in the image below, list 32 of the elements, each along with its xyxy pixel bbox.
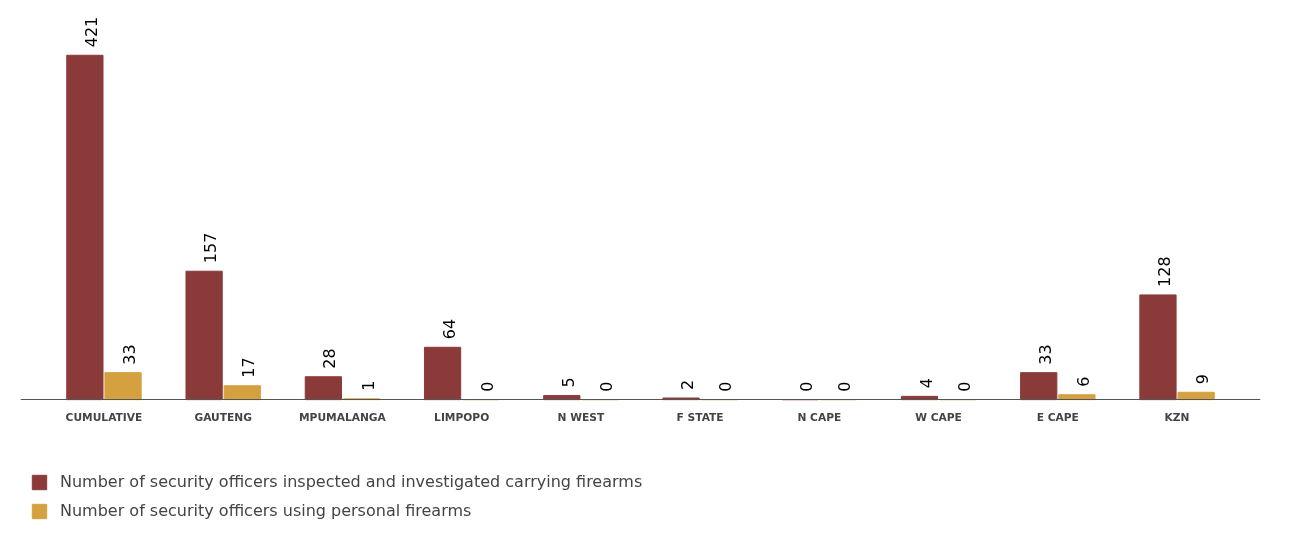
data-label: 0	[596, 381, 616, 392]
data-label: 4	[916, 378, 936, 389]
data-label: 33	[120, 344, 140, 365]
data-label: 17	[239, 357, 259, 378]
x-tick-label: CUMULATIVE	[65, 410, 143, 424]
data-label: 421	[81, 16, 101, 48]
data-label: 0	[954, 381, 974, 392]
x-tick-label: F STATE	[676, 410, 724, 424]
data-label: 2	[678, 379, 698, 390]
data-label: 33	[1035, 344, 1055, 365]
x-tick-label: LIMPOPO	[434, 410, 490, 424]
x-tick-label: KZN	[1164, 410, 1190, 424]
x-tick-label: N CAPE	[797, 410, 842, 424]
data-label: 1	[358, 380, 378, 391]
data-label: 157	[201, 232, 221, 264]
data-label: 5	[558, 377, 578, 388]
data-label: 28	[320, 348, 340, 369]
legend-label: Number of security officers inspected and investigated carrying firearms	[60, 472, 643, 491]
data-label: 64	[439, 318, 459, 340]
x-tick-label: GAUTENG	[194, 410, 252, 424]
data-label: 9	[1193, 374, 1213, 385]
data-label: 0	[716, 381, 736, 392]
x-tick-label: E CAPE	[1036, 410, 1079, 424]
data-label: 0	[835, 381, 855, 392]
data-label: 0	[797, 381, 817, 392]
legend-label: Number of security officers using personal firearms	[60, 501, 472, 520]
x-tick-label: W CAPE	[915, 410, 962, 424]
x-tick-label: N WEST	[557, 410, 605, 424]
data-label: 0	[477, 381, 497, 392]
x-tick-label: MPUMALANGA	[298, 410, 387, 424]
data-label: 6	[1073, 376, 1093, 387]
data-label: 128	[1154, 256, 1174, 287]
